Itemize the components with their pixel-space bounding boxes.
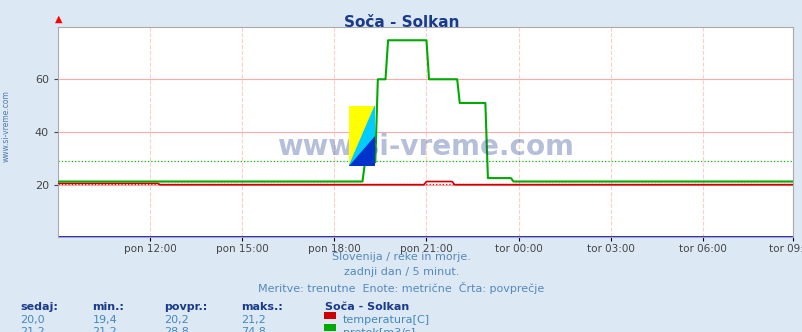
Text: Soča - Solkan: Soča - Solkan: [325, 302, 409, 312]
Text: Slovenija / reke in morje.: Slovenija / reke in morje.: [332, 252, 470, 262]
Polygon shape: [349, 106, 375, 166]
Text: zadnji dan / 5 minut.: zadnji dan / 5 minut.: [343, 267, 459, 277]
Text: temperatura[C]: temperatura[C]: [342, 315, 429, 325]
Polygon shape: [349, 136, 375, 166]
Text: 20,0: 20,0: [20, 315, 45, 325]
Text: sedaj:: sedaj:: [20, 302, 58, 312]
Text: Meritve: trenutne  Enote: metrične  Črta: povprečje: Meritve: trenutne Enote: metrične Črta: …: [258, 282, 544, 294]
Text: www.si-vreme.com: www.si-vreme.com: [277, 133, 573, 161]
Text: 74,8: 74,8: [241, 327, 265, 332]
Text: min.:: min.:: [92, 302, 124, 312]
Text: 21,2: 21,2: [92, 327, 117, 332]
Text: Soča - Solkan: Soča - Solkan: [343, 15, 459, 30]
Polygon shape: [349, 106, 375, 166]
Text: pretok[m3/s]: pretok[m3/s]: [342, 328, 415, 332]
Text: 20,2: 20,2: [164, 315, 189, 325]
Text: www.si-vreme.com: www.si-vreme.com: [2, 90, 11, 162]
Text: ▲: ▲: [55, 14, 63, 24]
Text: 21,2: 21,2: [241, 315, 265, 325]
Text: 28,8: 28,8: [164, 327, 189, 332]
Text: 19,4: 19,4: [92, 315, 117, 325]
Text: maks.:: maks.:: [241, 302, 282, 312]
Text: povpr.:: povpr.:: [164, 302, 208, 312]
Text: 21,2: 21,2: [20, 327, 45, 332]
